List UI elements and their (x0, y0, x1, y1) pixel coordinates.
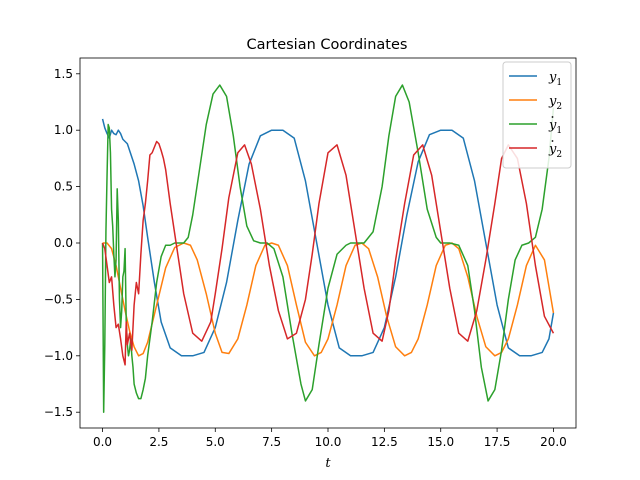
series-line-y1 (101, 118, 555, 357)
y-tick-label: 1.0 (54, 123, 73, 137)
y-tick-label: −1.0 (44, 349, 73, 363)
y-tick-label: −1.5 (44, 405, 73, 419)
x-tick-label: 7.5 (262, 435, 281, 449)
axis-ticks: 0.0 2.5 5.0 7.5 10.0 12.5 15.0 17.5 20.0 −1.5 −1.0… (44, 67, 567, 449)
series-line-y2_dot (101, 140, 555, 366)
x-tick-label: 20.0 (540, 435, 567, 449)
x-tick-label: 5.0 (206, 435, 225, 449)
y-tick-label: 0.0 (54, 236, 73, 250)
x-tick-label: 0.0 (93, 435, 112, 449)
legend-box (502, 61, 572, 169)
x-axis-label: t (325, 456, 331, 471)
legend-dot-marker (551, 140, 554, 142)
y-tick-label: −0.5 (44, 292, 73, 306)
series-line-y1_dot (101, 84, 555, 413)
x-tick-label: 12.5 (371, 435, 398, 449)
chart-title: Cartesian Coordinates (247, 37, 408, 53)
x-tick-label: 2.5 (149, 435, 168, 449)
axes-frame (79, 57, 577, 429)
x-tick-label: 15.0 (427, 435, 454, 449)
legend-dot-marker (551, 116, 554, 118)
y-tick-label: 0.5 (54, 180, 73, 194)
x-tick-label: 10.0 (315, 435, 342, 449)
x-tick-label: 17.5 (484, 435, 511, 449)
series-line-y2 (102, 242, 555, 357)
plot-area (101, 84, 555, 413)
y-tick-label: 1.5 (54, 67, 73, 81)
